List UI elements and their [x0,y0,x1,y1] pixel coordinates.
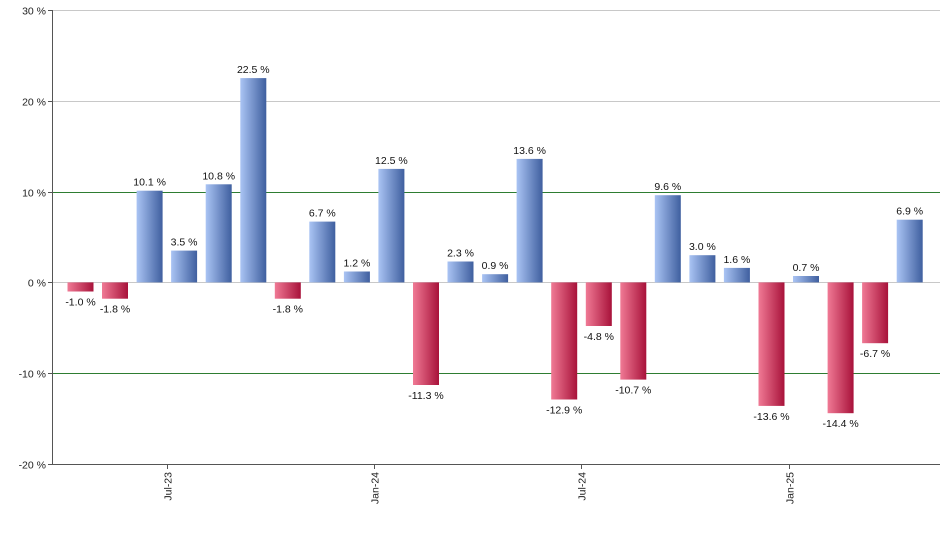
bar [862,282,889,344]
bar [240,78,267,283]
data-label: -11.3 % [408,390,443,402]
bar [378,168,405,283]
data-label: 22.5 % [237,64,270,76]
bar [654,195,681,283]
bar [343,271,370,283]
bar [723,267,750,283]
bar [102,282,128,299]
y-tick-label: 20 % [22,97,46,109]
x-tick-label: Jul-23 [163,472,175,501]
data-label: -14.4 % [823,418,859,430]
bar [551,282,578,400]
bar [413,282,439,385]
y-tick-labels: -20 % -10 % 0 % 10 % 20 % 30 % [19,6,46,472]
data-label: 0.7 % [793,262,820,274]
bar [896,219,923,283]
bar [689,255,716,283]
data-label: 13.6 % [513,145,546,157]
y-tick-label: 10 % [22,188,46,200]
x-tick-label: Jul-24 [577,472,589,501]
data-label: 1.6 % [723,254,750,266]
bar [758,282,785,406]
data-label: -1.8 % [100,304,130,316]
data-labels: -1.0 % -1.8 % 10.1 % 3.5 % 10.8 % 22.5 % -1.8 … [65,64,923,430]
data-label: -1.8 % [273,304,303,316]
data-label: -4.8 % [584,331,614,343]
bar [136,190,163,283]
bar [516,158,543,283]
data-label: 2.3 % [447,248,474,260]
y-tick-label: 0 % [28,278,46,290]
data-label: 3.5 % [171,237,198,249]
data-label: -13.6 % [753,411,789,423]
data-label: -10.7 % [615,385,651,397]
bar [585,282,612,326]
y-tick-label: -20 % [19,460,46,472]
bar [171,250,198,283]
bar [309,221,336,283]
data-label: 0.9 % [482,260,509,272]
bars [67,78,923,414]
x-tick-label: Jan-24 [370,472,382,504]
y-tick-label: 30 % [22,6,46,18]
data-label: 6.9 % [896,206,923,218]
data-label: 10.1 % [133,177,166,189]
data-label: 12.5 % [375,155,408,167]
data-label: 9.6 % [654,181,681,193]
bar [793,276,819,283]
bar [482,274,509,283]
bar [827,282,854,414]
data-label: 1.2 % [343,258,370,270]
data-label: -12.9 % [546,405,582,417]
reference-lines [52,192,940,374]
data-label: -6.7 % [860,348,890,360]
data-label: 6.7 % [309,208,336,220]
axes [48,10,940,469]
bar [67,282,94,292]
bar [205,184,232,283]
data-label: 10.8 % [202,170,235,182]
data-label: 3.0 % [689,241,716,253]
x-tick-labels: Jul-23 Jan-24 Jul-24 Jan-25 [163,472,797,504]
bar [620,282,647,380]
x-tick-label: Jan-25 [785,472,797,504]
data-label: -1.0 % [65,297,95,309]
bar [274,282,301,299]
y-tick-label: -10 % [19,369,46,381]
bar [447,261,474,283]
